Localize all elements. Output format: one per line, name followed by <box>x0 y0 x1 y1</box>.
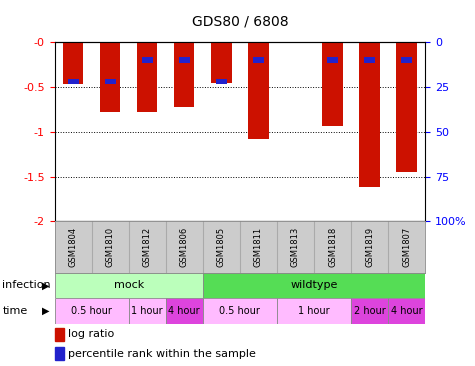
Text: GSM1804: GSM1804 <box>69 227 77 267</box>
Text: GDS80 / 6808: GDS80 / 6808 <box>191 15 288 29</box>
Text: GSM1812: GSM1812 <box>143 227 152 267</box>
Bar <box>55 347 64 361</box>
Bar <box>55 273 203 298</box>
Text: mock: mock <box>114 280 144 291</box>
Text: 1 hour: 1 hour <box>132 306 163 316</box>
Bar <box>360 42 380 187</box>
Bar <box>323 42 342 126</box>
Bar <box>100 42 120 112</box>
Bar <box>179 57 190 63</box>
Bar <box>137 42 157 112</box>
Text: 0.5 hour: 0.5 hour <box>71 306 112 316</box>
Text: GSM1805: GSM1805 <box>217 227 226 267</box>
Bar <box>397 42 417 172</box>
Bar <box>401 57 412 63</box>
Bar <box>211 42 231 83</box>
Text: GSM1806: GSM1806 <box>180 227 189 267</box>
Text: GSM1819: GSM1819 <box>365 227 374 267</box>
Text: ▶: ▶ <box>42 280 49 291</box>
Bar <box>364 57 375 63</box>
Text: GSM1813: GSM1813 <box>291 227 300 267</box>
Bar <box>55 298 129 324</box>
Bar <box>203 298 277 324</box>
Bar <box>142 57 153 63</box>
Bar <box>248 42 268 139</box>
Bar <box>166 298 203 324</box>
Bar <box>253 57 264 63</box>
Bar <box>55 328 64 341</box>
Text: time: time <box>2 306 28 316</box>
Text: wildtype: wildtype <box>290 280 338 291</box>
Bar <box>203 273 425 298</box>
Bar <box>277 298 351 324</box>
Text: 1 hour: 1 hour <box>298 306 330 316</box>
Text: 0.5 hour: 0.5 hour <box>219 306 260 316</box>
Text: 2 hour: 2 hour <box>354 306 385 316</box>
Bar <box>174 42 194 107</box>
Text: log ratio: log ratio <box>67 329 114 339</box>
Bar <box>104 79 116 84</box>
Bar <box>67 79 79 84</box>
Text: GSM1807: GSM1807 <box>402 227 411 267</box>
Text: 4 hour: 4 hour <box>169 306 200 316</box>
Text: GSM1818: GSM1818 <box>328 227 337 267</box>
Bar <box>129 298 166 324</box>
Bar <box>388 298 425 324</box>
Text: GSM1811: GSM1811 <box>254 227 263 267</box>
Bar <box>216 79 227 84</box>
Bar <box>351 298 388 324</box>
Text: percentile rank within the sample: percentile rank within the sample <box>67 348 256 359</box>
Text: infection: infection <box>2 280 51 291</box>
Text: ▶: ▶ <box>42 306 49 316</box>
Text: 4 hour: 4 hour <box>391 306 422 316</box>
Bar <box>327 57 338 63</box>
Text: GSM1810: GSM1810 <box>106 227 114 267</box>
Bar <box>63 42 83 84</box>
